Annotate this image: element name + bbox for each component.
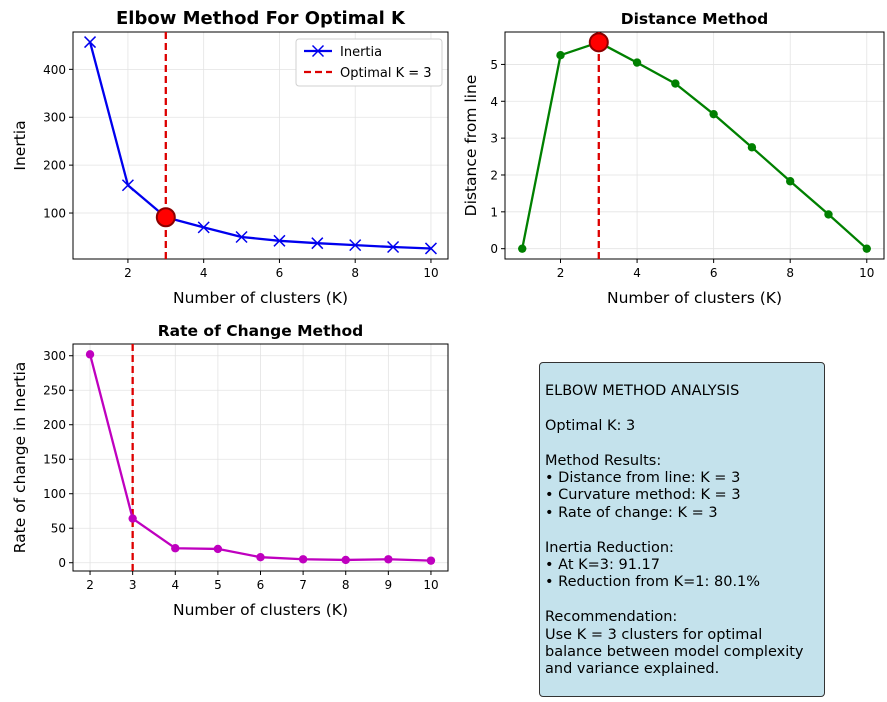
legend-inertia-label: Inertia <box>340 45 382 60</box>
plot2-xtick-label: 6 <box>710 266 718 280</box>
plot1-data-point <box>387 240 400 254</box>
plot2-data-point <box>786 177 795 186</box>
plot1-title: Elbow Method For Optimal K <box>116 8 406 29</box>
plot2-data-point <box>824 210 833 219</box>
plot2-xtick-label: 10 <box>859 266 874 280</box>
plot1-optimal-point <box>155 207 176 228</box>
plot3-ytick-label: 0 <box>58 556 66 570</box>
plot2-ytick-label: 5 <box>490 58 498 72</box>
summary-recommendation-line: Use K = 3 clusters for optimal <box>545 626 763 643</box>
plot3-xtick-label: 7 <box>299 578 307 592</box>
plot3-ylabel: Rate of change in Inertia <box>11 362 29 554</box>
plot1-data-point <box>273 234 286 247</box>
summary-optimal-k: Optimal K: 3 <box>545 417 636 434</box>
plot3-xtick-label: 9 <box>385 578 393 592</box>
summary-inertia-reduction: • Reduction from K=1: 80.1% <box>545 574 761 591</box>
plot1-xtick-label: 6 <box>276 266 284 280</box>
plot2-ylabel: Distance from line <box>462 75 480 217</box>
plot2-ytick-label: 4 <box>490 95 498 109</box>
plot2-data-point <box>747 143 757 152</box>
plot3-data-point <box>213 544 223 554</box>
plot3-data-point <box>85 350 95 359</box>
plot2-ytick-label: 2 <box>490 168 498 182</box>
plot3-xtick-label: 8 <box>342 578 350 592</box>
plot1-data-point <box>235 230 248 244</box>
plot3-xlabel: Number of clusters (K) <box>173 601 348 619</box>
plot1-ylabel: Inertia <box>11 120 29 170</box>
plot3-title: Rate of Change Method <box>158 322 364 340</box>
plot2-title: Distance Method <box>621 10 769 28</box>
plot3-xtick-label: 6 <box>257 578 265 592</box>
plot3-data-point <box>426 556 436 565</box>
plot2-data-point <box>556 51 565 60</box>
summary-recommendation-line: and variance explained. <box>545 661 720 678</box>
plot2-series-line <box>521 41 868 250</box>
plot3-data-point <box>384 555 393 564</box>
plot1-data-point <box>349 239 362 252</box>
plot1-ytick-label: 400 <box>43 63 66 77</box>
summary-inertia-at-k: • At K=3: 91.17 <box>545 557 661 574</box>
plot2-data-point <box>632 58 642 67</box>
plot3-data-point <box>341 555 350 565</box>
summary-method-rate: • Rate of change: K = 3 <box>545 504 718 521</box>
plot3-data-point <box>298 555 308 564</box>
plot3-ytick-label: 50 <box>51 522 66 536</box>
plot1-ytick-label: 300 <box>43 111 66 125</box>
plot2-xtick-label: 2 <box>557 266 565 280</box>
plot2-xtick-label: 8 <box>786 266 794 280</box>
plot2-data-point <box>518 244 527 253</box>
summary-box: ELBOW METHOD ANALYSIS Optimal K: 3 Metho… <box>539 362 825 697</box>
plot1-data-point <box>197 221 210 234</box>
plot2-xtick-label: 4 <box>633 266 641 280</box>
plot1-xtick-label: 8 <box>351 266 359 280</box>
plot3-xtick-label: 3 <box>129 578 137 592</box>
plot3-xtick-label: 4 <box>171 578 179 592</box>
plot2-data-point <box>709 109 718 119</box>
legend-inertia-marker <box>311 44 325 58</box>
plot2-axes-frame <box>504 31 885 260</box>
summary-methods-header: Method Results: <box>545 452 662 469</box>
summary-recommendation-line: balance between model complexity <box>545 644 804 661</box>
plot1-data-point <box>84 36 97 49</box>
plot2-ytick-label: 3 <box>490 132 498 146</box>
plot1-xlabel: Number of clusters (K) <box>173 289 348 307</box>
legend-optimal-label: Optimal K = 3 <box>340 66 432 81</box>
plot3-xtick-label: 5 <box>214 578 222 592</box>
plot1-ytick-label: 100 <box>43 207 66 221</box>
plot3-ytick-label: 250 <box>43 384 66 398</box>
plot2-data-point <box>862 244 871 253</box>
plot3-ytick-label: 300 <box>43 349 66 363</box>
plot1-xtick-label: 4 <box>200 266 208 280</box>
legend-box <box>295 38 443 87</box>
plot1-axes-frame <box>72 31 449 260</box>
plot3-xtick-label: 10 <box>423 578 438 592</box>
plot2-optimal-point <box>588 32 609 53</box>
plot1-data-point <box>424 242 437 255</box>
plot2-data-point <box>671 79 680 88</box>
plot3-ytick-label: 100 <box>43 487 66 501</box>
plot3-xtick-label: 2 <box>86 578 94 592</box>
summary-method-distance: • Distance from line: K = 3 <box>545 470 741 486</box>
plot1-xtick-label: 2 <box>124 266 132 280</box>
plot2-ytick-label: 1 <box>490 205 498 219</box>
plot3-data-point <box>128 514 137 523</box>
plot1-data-point <box>121 179 134 192</box>
plot3-data-point <box>171 544 180 553</box>
summary-title: ELBOW METHOD ANALYSIS <box>545 383 740 399</box>
plot3-data-point <box>256 553 265 562</box>
plot3-ytick-label: 200 <box>43 418 66 432</box>
summary-method-curvature: • Curvature method: K = 3 <box>545 487 741 504</box>
summary-inertia-header: Inertia Reduction: <box>545 539 674 556</box>
plot2-xlabel: Number of clusters (K) <box>607 289 782 307</box>
plot2-ytick-label: 0 <box>490 242 498 256</box>
plot3-ytick-label: 150 <box>43 453 66 467</box>
plot1-data-point <box>311 237 324 250</box>
plot1-ytick-label: 200 <box>43 159 66 173</box>
plot1-series-line <box>88 41 431 250</box>
plot1-xtick-label: 10 <box>423 266 438 280</box>
summary-recommendation-header: Recommendation: <box>545 609 678 626</box>
